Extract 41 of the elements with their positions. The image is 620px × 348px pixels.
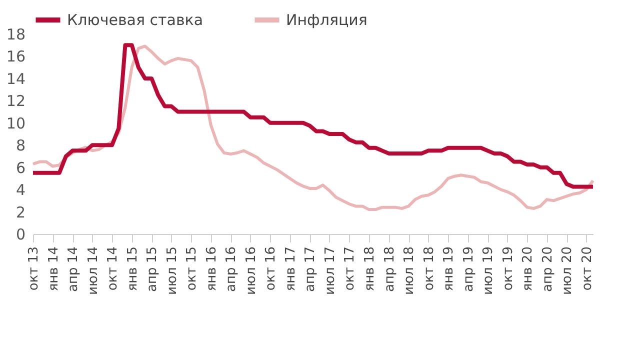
x-tick-label: апр 20 xyxy=(540,246,556,292)
x-tick-label: окт 19 xyxy=(500,246,516,291)
x-tick-label: июл 19 xyxy=(481,246,496,295)
y-tick-label: 10 xyxy=(6,114,26,132)
y-tick-label: 6 xyxy=(16,158,26,177)
x-tick-label: апр 16 xyxy=(224,246,240,292)
y-tick-label: 16 xyxy=(6,48,26,66)
x-tick-label: апр 15 xyxy=(145,246,160,292)
y-tick-label: 14 xyxy=(6,70,26,88)
x-tick-label: июл 16 xyxy=(244,246,259,295)
x-tick-label: окт 15 xyxy=(184,246,200,291)
x-tick-label: апр 19 xyxy=(461,246,476,292)
y-tick-label: 4 xyxy=(16,181,26,200)
legend-label: Инфляция xyxy=(286,11,368,29)
x-tick-label: окт 20 xyxy=(580,246,595,291)
y-tick-label: 2 xyxy=(16,203,26,222)
x-tick-label: янв 16 xyxy=(204,246,220,292)
x-tick-label: июл 20 xyxy=(560,246,576,295)
x-tick-label: окт 14 xyxy=(106,246,121,291)
y-tick-label: 18 xyxy=(6,26,26,44)
x-tick-label: янв 15 xyxy=(125,246,140,292)
y-tick-label: 8 xyxy=(16,136,26,155)
x-tick-label: янв 14 xyxy=(46,246,62,292)
x-tick-label: янв 19 xyxy=(442,246,457,292)
x-tick-label: июл 15 xyxy=(164,246,180,295)
legend-label: Ключевая ставка xyxy=(67,11,204,29)
x-tick-label: янв 20 xyxy=(520,246,536,292)
x-tick-label: янв 18 xyxy=(362,246,378,292)
x-tick-label: окт 18 xyxy=(422,246,437,291)
x-tick-label: июл 18 xyxy=(402,246,418,295)
x-tick-label: окт 17 xyxy=(342,246,358,291)
x-tick-label: июл 17 xyxy=(322,246,338,295)
x-tick-label: окт 16 xyxy=(264,246,279,291)
x-tick-label: апр 17 xyxy=(303,246,318,292)
x-tick-label: окт 13 xyxy=(26,246,42,291)
x-tick-label: апр 18 xyxy=(382,246,398,292)
y-tick-label: 12 xyxy=(6,92,26,110)
x-tick-label: июл 14 xyxy=(86,246,101,295)
x-tick-label: янв 17 xyxy=(283,246,298,292)
x-tick-label: апр 14 xyxy=(66,246,82,292)
y-tick-label: 0 xyxy=(16,226,26,244)
